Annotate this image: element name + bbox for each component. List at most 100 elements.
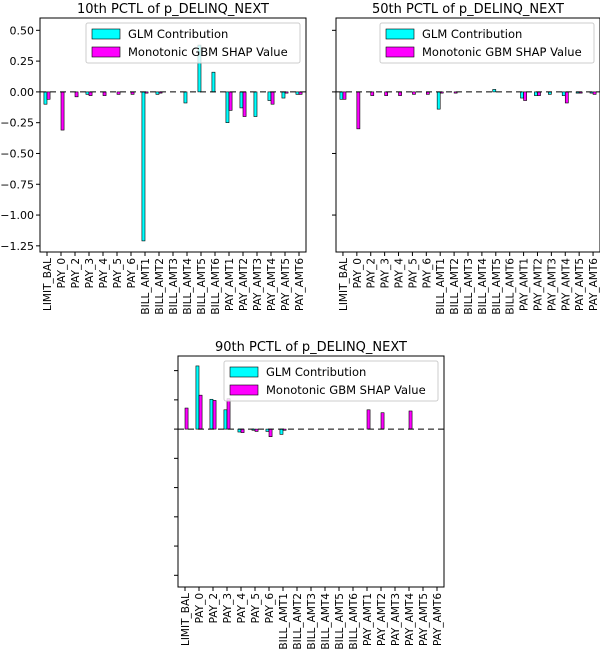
bar-glm-pay-0 [195,365,200,430]
y-tick-label: −0.50 [0,147,34,160]
x-tick-label: PAY_AMT5 [574,258,586,311]
legend-box [223,360,439,402]
y-tick-label: 0.25 [10,55,35,68]
legend-label-shap: Monotonic GBM SHAP Value [128,45,288,59]
x-tick-label: PAY_5 [112,258,124,288]
x-tick-label: LIMIT_BAL [42,258,54,311]
bar-shap-pay-0 [198,394,203,430]
bar-shap-limit-bal [184,407,189,430]
x-tick-label: PAY_5 [250,593,262,623]
legend-swatch-glm [229,366,259,378]
bar-shap-pay-6 [268,428,273,438]
x-tick-label: PAY_6 [421,258,433,289]
bar-glm-bill-amt1 [436,91,441,110]
bar-shap-pay-amt2 [242,91,247,117]
legend-label-glm: GLM Contribution [128,27,228,41]
x-tick-label: PAY_2 [366,258,378,288]
bar-glm-pay-amt1 [520,91,524,99]
x-tick-label: PAY_3 [380,258,392,288]
bar-shap-pay-amt1 [228,91,233,111]
x-tick-label: PAY_0 [194,593,206,623]
bar-glm-pay-3 [85,91,90,95]
bar-shap-pay-5 [412,91,416,95]
x-tick-label: BILL_AMT3 [463,258,475,315]
bar-glm-bill-amt1 [141,91,146,242]
legend-box [85,22,301,64]
bar-shap-limit-bal [46,91,51,100]
bar-shap-pay-amt2 [380,412,385,430]
bar-glm-pay-amt3 [253,91,258,117]
legend-label-glm: GLM Contribution [266,365,366,379]
bar-glm-pay-amt4 [561,91,566,96]
x-tick-label: PAY_AMT1 [224,258,236,311]
x-tick-label: PAY_3 [222,593,234,623]
bar-shap-pay-3 [88,91,93,96]
bar-shap-pay-amt4 [270,91,275,105]
x-tick-label: PAY_5 [407,258,419,288]
bar-shap-pay-3 [226,398,231,430]
x-tick-label: BILL_AMT5 [491,258,503,315]
chart-title: 90th PCTL of p_DELINQ_NEXT [215,340,407,355]
y-tick-label: −1.00 [0,209,34,222]
x-tick-label: PAY_AMT1 [519,258,531,311]
x-tick-label: BILL_AMT1 [435,258,447,315]
bar-shap-pay-4 [398,91,402,96]
bar-glm-pay-amt6 [295,91,300,95]
x-tick-label: BILL_AMT4 [320,593,332,650]
bar-shap-pay-amt1 [366,409,371,430]
x-tick-label: BILL_AMT3 [306,593,318,650]
x-tick-label: PAY_AMT2 [376,593,388,646]
bar-shap-pay-amt2 [537,91,541,96]
bar-glm-bill-amt4 [183,91,188,104]
bar-shap-pay-2 [370,91,375,96]
bar-shap-pay-5 [116,91,121,95]
legend-label-shap: Monotonic GBM SHAP Value [422,45,582,59]
x-tick-label: PAY_AMT6 [432,593,444,646]
legend-label-shap: Monotonic GBM SHAP Value [266,383,426,397]
bar-shap-pay-3 [384,91,388,96]
bar-shap-pay-4 [240,428,245,433]
bar-shap-bill-amt1 [144,91,149,94]
x-tick-label: PAY_AMT4 [266,258,278,311]
x-tick-label: PAY_0 [352,258,364,288]
bar-glm-pay-3 [223,409,228,430]
bar-glm-limit-bal [339,91,344,100]
legend-swatch-shap [229,384,259,396]
bar-glm-bill-amt1 [279,428,284,435]
x-tick-label: PAY_2 [70,258,82,288]
bar-shap-pay-amt4 [408,410,413,430]
y-tick-label: 0.00 [10,86,35,99]
bar-shap-pay-5 [254,428,259,432]
y-tick-label: −0.75 [0,178,34,191]
x-tick-label: PAY_AMT3 [390,593,402,646]
bar-shap-pay-0 [60,91,65,131]
x-tick-label: BILL_AMT1 [140,258,152,315]
bar-glm-pay-amt1 [225,91,230,123]
x-tick-label: LIMIT_BAL [338,258,350,311]
x-tick-label: PAY_4 [236,593,248,624]
x-tick-label: BILL_AMT6 [505,258,517,315]
x-tick-label: BILL_AMT6 [210,258,222,315]
x-tick-label: PAY_AMT5 [418,593,430,646]
x-tick-label: PAY_AMT3 [252,258,264,311]
x-tick-label: BILL_AMT2 [292,593,304,650]
x-tick-label: BILL_AMT4 [477,258,489,315]
bar-shap-pay-0 [356,91,361,130]
y-tick-label: −1.25 [0,240,34,253]
bar-glm-bill-amt2 [155,91,160,95]
x-tick-label: PAY_6 [126,258,138,289]
bar-shap-pay-amt4 [564,91,569,104]
x-tick-label: PAY_AMT4 [404,593,416,646]
chart-panel-3: 90th PCTL of p_DELINQ_NEXT LIMIT_BAL PAY_0… [174,340,445,650]
bar-shap-pay-amt1 [523,91,527,101]
legend-label-glm: GLM Contribution [422,27,522,41]
x-tick-label: PAY_2 [208,593,220,623]
bar-shap-pay-4 [102,91,107,96]
legend-swatch-shap [91,46,121,58]
x-tick-label: PAY_3 [84,258,96,288]
bar-glm-limit-bal [43,91,48,105]
bar-glm-bill-amt6 [211,71,216,93]
x-tick-label: PAY_AMT1 [362,593,374,646]
chart-title: 50th PCTL of p_DELINQ_NEXT [372,2,564,17]
